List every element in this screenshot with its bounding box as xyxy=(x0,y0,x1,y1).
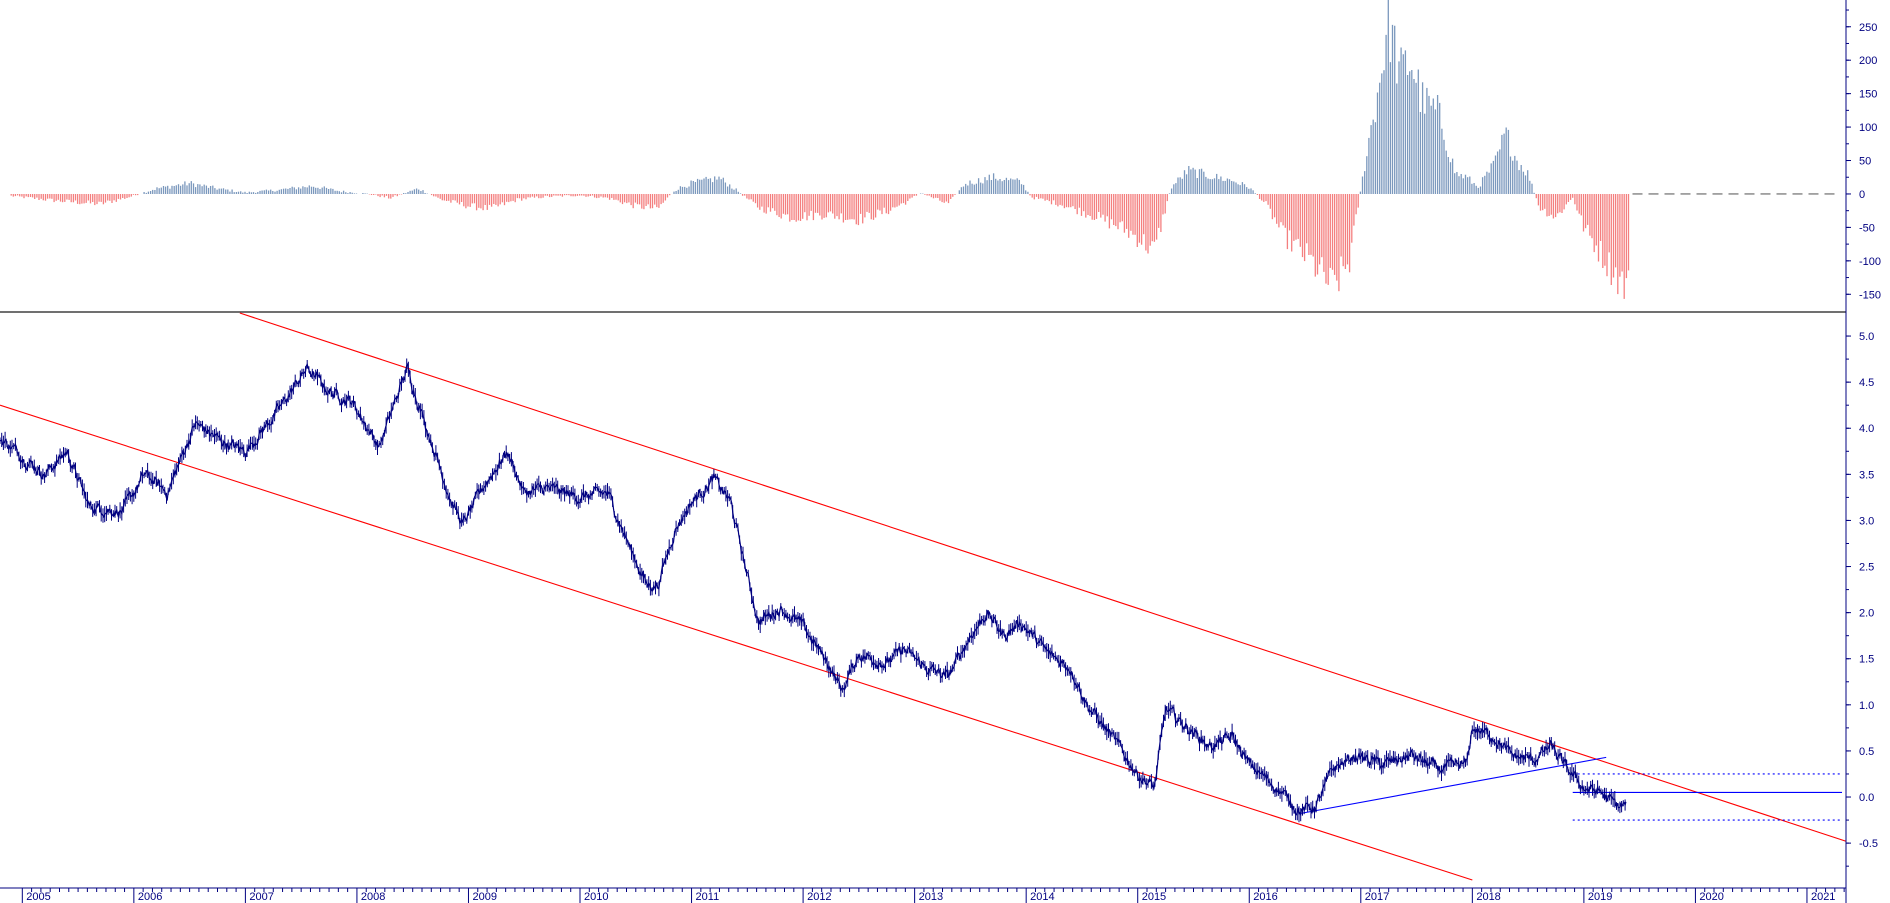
year-label: 2005 xyxy=(26,891,50,903)
price-tick-label: 1.5 xyxy=(1859,654,1874,666)
price-tick-label: 4.0 xyxy=(1859,423,1874,435)
oscillator-tick-label: -50 xyxy=(1859,222,1875,234)
oscillator-tick-label: -150 xyxy=(1859,289,1881,301)
year-label: 2008 xyxy=(361,891,385,903)
price-tick-label: 2.0 xyxy=(1859,608,1874,620)
price-tick-label: -0.5 xyxy=(1859,838,1878,850)
year-label: 2013 xyxy=(919,891,943,903)
oscillator-tick-label: 0 xyxy=(1859,189,1865,201)
price-series xyxy=(0,358,1627,823)
year-label: 2015 xyxy=(1142,891,1166,903)
year-label: 2006 xyxy=(138,891,162,903)
year-label: 2009 xyxy=(472,891,496,903)
oscillator-tick-label: 50 xyxy=(1859,156,1871,168)
price-tick-label: 3.0 xyxy=(1859,515,1874,527)
year-label: 2019 xyxy=(1588,891,1612,903)
channel-upper-line xyxy=(239,312,1847,842)
oscillator-tick-label: 100 xyxy=(1859,122,1877,134)
year-label: 2020 xyxy=(1699,891,1723,903)
year-label: 2016 xyxy=(1253,891,1277,903)
price-tick-label: 0.0 xyxy=(1859,792,1874,804)
year-label: 2011 xyxy=(696,891,720,903)
price-tick-label: 2.5 xyxy=(1859,562,1874,574)
year-label: 2012 xyxy=(807,891,831,903)
price-tick-label: 5.0 xyxy=(1859,331,1874,343)
oscillator-bars xyxy=(10,0,1630,299)
oscillator-tick-label: 200 xyxy=(1859,55,1877,67)
year-label: 2014 xyxy=(1030,891,1054,903)
price-tick-label: 3.5 xyxy=(1859,469,1874,481)
oscillator-tick-label: 150 xyxy=(1859,89,1877,101)
trend-channel xyxy=(0,312,1847,881)
support-line xyxy=(1299,756,1607,815)
price-tick-label: 0.5 xyxy=(1859,746,1874,758)
year-label: 2018 xyxy=(1476,891,1500,903)
channel-lower-line xyxy=(0,404,1473,881)
oscillator-tick-label: 250 xyxy=(1859,22,1877,34)
price-line xyxy=(0,362,1627,817)
year-label: 2007 xyxy=(249,891,273,903)
oscillator-tick-label: -100 xyxy=(1859,256,1881,268)
price-tick-label: 4.5 xyxy=(1859,377,1874,389)
year-label: 2021 xyxy=(1811,891,1835,903)
year-label: 2017 xyxy=(1365,891,1389,903)
price-tick-label: 1.0 xyxy=(1859,700,1874,712)
year-label: 2010 xyxy=(584,891,608,903)
